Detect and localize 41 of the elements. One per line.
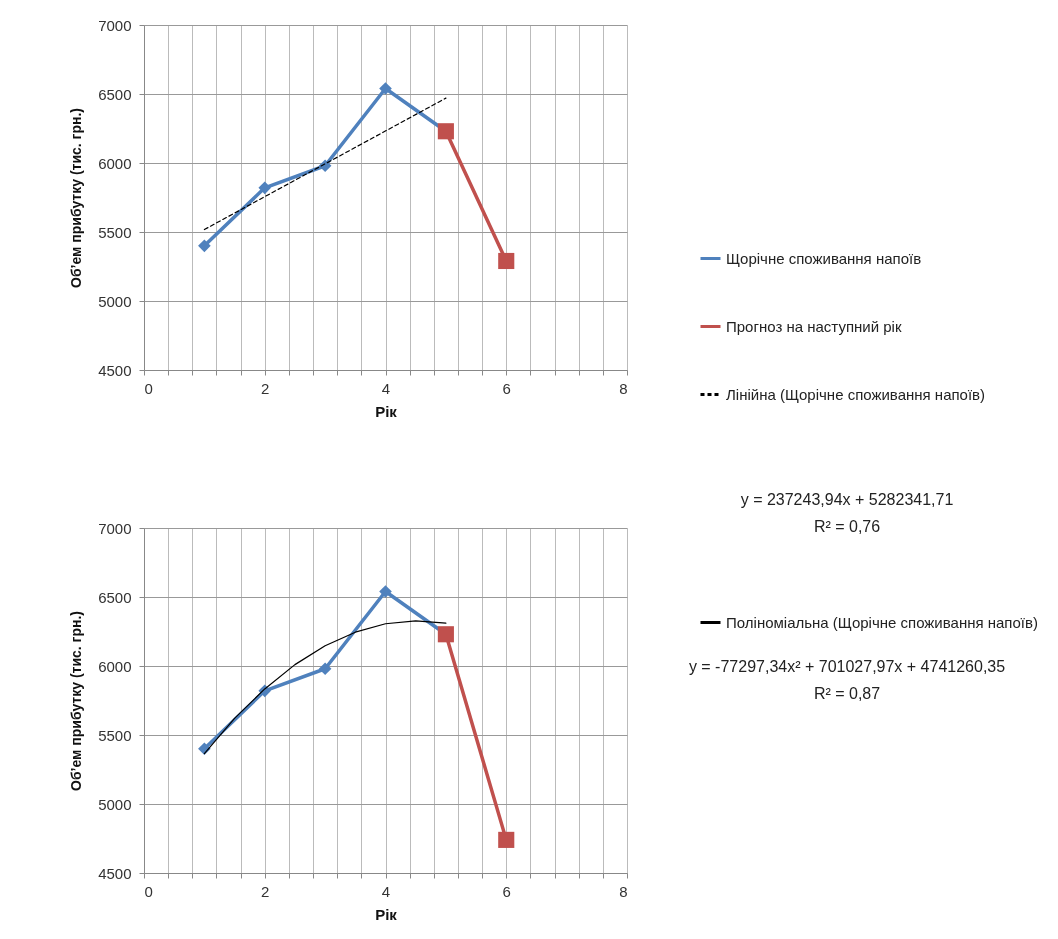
legend-label: Щорічне споживання напоїв: [726, 249, 922, 267]
x-tick-label: 0: [144, 882, 153, 900]
point: [498, 831, 515, 848]
y-tick-label: 6500: [98, 588, 132, 606]
text: y = -77297,34x² + 701027,97x + 4741260,35: [688, 658, 1006, 675]
x-tick-label: 4: [381, 379, 391, 397]
y-tick-label: 4500: [98, 864, 132, 882]
text: R² = 0,76: [813, 518, 881, 535]
point: [318, 662, 332, 676]
x-tick-label: 2: [261, 379, 270, 397]
y-tick-label: 7000: [98, 16, 132, 34]
y-tick-label: 6000: [98, 154, 132, 172]
y-axis-title: Об’ем прибутку (тис. грн.): [68, 611, 85, 791]
y-tick-label: 5000: [98, 795, 132, 813]
x-tick-label: 0: [144, 379, 153, 397]
y-tick-label: 6000: [98, 657, 132, 675]
point: [379, 585, 392, 598]
x-tick-label: 6: [502, 882, 511, 900]
point: [379, 82, 392, 95]
point: [258, 181, 272, 195]
y-tick-label: 5500: [98, 726, 132, 744]
point: [198, 239, 211, 253]
x-tick-label: 4: [381, 882, 391, 900]
y-tick-label: 7000: [98, 519, 132, 537]
point: [498, 252, 515, 270]
x-tick-label: 6: [502, 379, 511, 397]
y-tick-label: 4500: [98, 361, 132, 379]
x-tick-label: 2: [261, 882, 270, 900]
x-tick-label: 8: [619, 882, 628, 900]
x-tick-label: 8: [619, 379, 628, 397]
legend-label: Прогноз на наступний рік: [726, 317, 902, 335]
y-tick-label: 5000: [98, 292, 132, 310]
legend-label: Лінійна (Щорічне споживання напоїв): [726, 385, 986, 403]
y-axis-title: Об’ем прибутку (тис. грн.): [68, 108, 85, 288]
text: y = 237243,94x + 5282341,71: [740, 491, 954, 508]
legend-label: Поліноміальна (Щорічне споживання напоїв): [726, 613, 1038, 631]
x-axis-title: Рік: [375, 905, 398, 923]
text: R² = 0,87: [813, 685, 881, 702]
y-tick-label: 5500: [98, 223, 132, 241]
x-axis-title: Рік: [375, 402, 398, 420]
y-tick-label: 6500: [98, 85, 132, 103]
